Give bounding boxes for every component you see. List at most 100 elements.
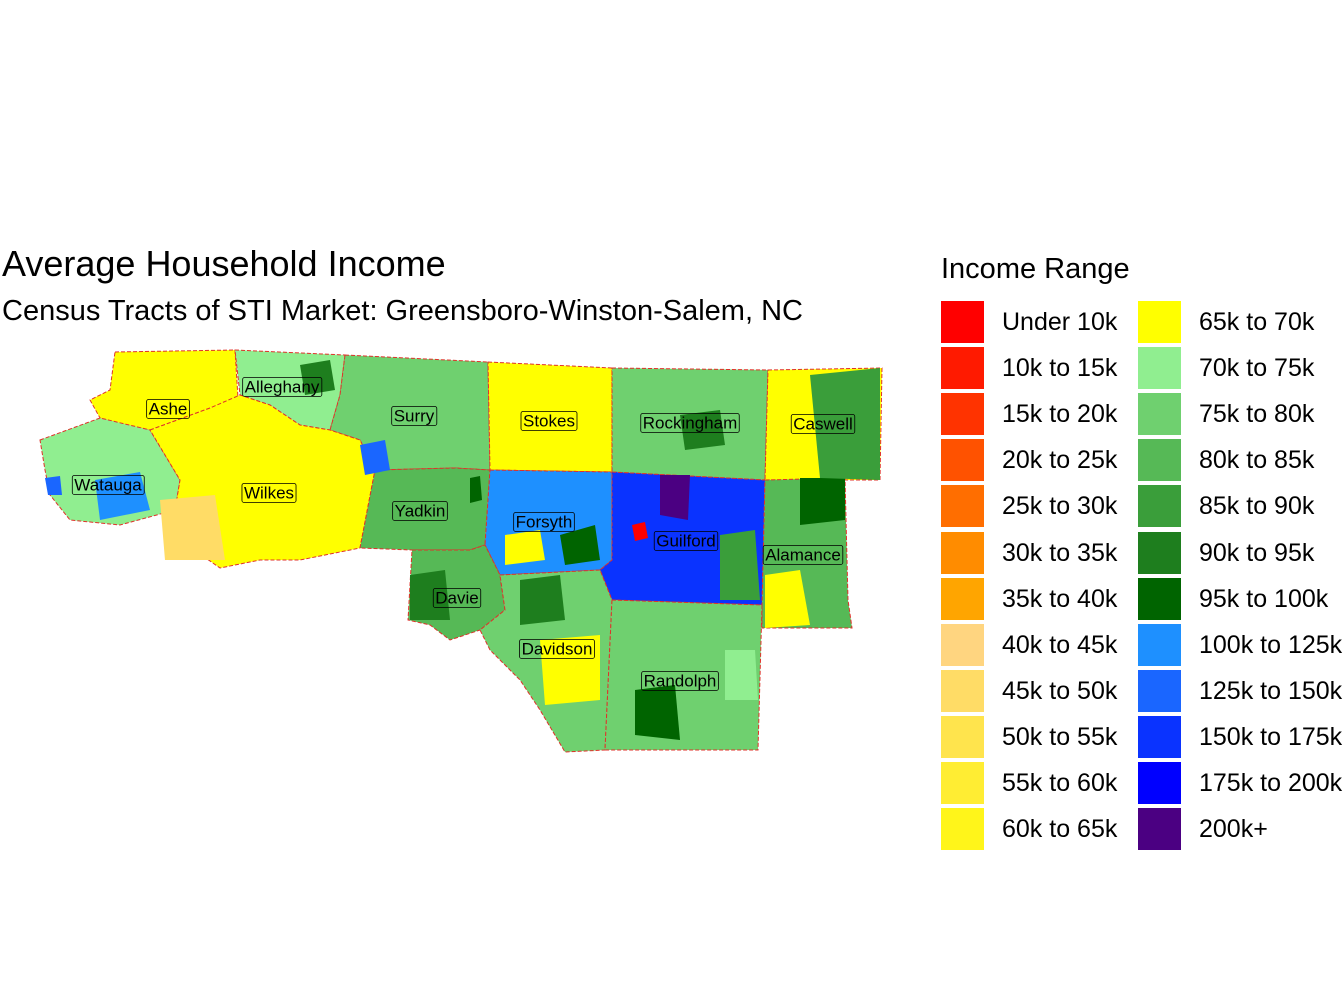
legend-label: Under 10k: [1002, 308, 1118, 336]
legend-swatch: [941, 531, 984, 574]
legend-swatch: [941, 347, 984, 390]
county-label-wilkes: Wilkes: [241, 483, 297, 503]
legend-swatch: [1138, 715, 1181, 758]
legend: Under 10k 10k to 15k 15k to 20k 20k to 25k 2…: [941, 301, 1344, 851]
legend-swatch: [941, 485, 984, 528]
county-label-box: [146, 399, 190, 419]
tract-patch: [765, 570, 810, 628]
county-label-box: [71, 475, 145, 495]
tract-patch: [660, 475, 690, 520]
county-label-text: Randolph: [644, 671, 717, 690]
legend-swatch: [941, 393, 984, 436]
county-label-forsyth: Forsyth: [513, 512, 575, 532]
legend-swatch: [941, 808, 984, 851]
county-label-box: [519, 639, 595, 659]
county-label-box: [640, 413, 740, 433]
map-title: Average Household Income: [2, 243, 446, 284]
county-label-watauga: Watauga: [71, 475, 145, 495]
legend-label: 20k to 25k: [1002, 446, 1118, 475]
legend-label: 35k to 40k: [1002, 584, 1118, 613]
legend-label: 150k to 175k: [1199, 722, 1343, 751]
legend-swatch: [1138, 485, 1181, 528]
county-label-caswell: Caswell: [790, 414, 856, 434]
county-label-text: Alamance: [765, 545, 841, 564]
legend-swatch: [1138, 439, 1181, 482]
county-label-box: [653, 531, 719, 551]
legend-label: 40k to 45k: [1002, 630, 1118, 659]
legend-label: 95k to 100k: [1199, 584, 1329, 613]
county-label-text: Guilford: [656, 531, 716, 550]
tract-patches: [45, 360, 880, 740]
legend-swatch: [1138, 347, 1181, 390]
county-label-yadkin: Yadkin: [392, 501, 448, 521]
county-label-box: [432, 588, 482, 608]
legend-swatch: [941, 762, 984, 804]
legend-label: 90k to 95k: [1199, 538, 1315, 567]
county-label-davidson: Davidson: [519, 639, 595, 659]
legend-label: 85k to 90k: [1199, 492, 1315, 521]
county-label-text: Rockingham: [643, 413, 738, 432]
county-label-box: [790, 414, 856, 434]
legend-swatch: [1138, 623, 1181, 666]
county-label-text: Davidson: [522, 639, 593, 658]
legend-label: 45k to 50k: [1002, 676, 1118, 705]
county-label-text: Surry: [394, 406, 435, 425]
legend-label: 70k to 75k: [1199, 354, 1315, 383]
legend-title: Income Range: [941, 253, 1130, 285]
county-label-surry: Surry: [391, 406, 438, 426]
tract-patch: [160, 495, 225, 560]
tract-patch: [810, 368, 880, 480]
county-label-text: Davie: [435, 588, 478, 607]
county-label-davie: Davie: [432, 588, 482, 608]
legend-swatch: [1138, 577, 1181, 620]
county-label-randolph: Randolph: [641, 671, 719, 691]
county-label-box: [513, 512, 575, 532]
county-label-ashe: Ashe: [146, 399, 190, 419]
legend-label: 25k to 30k: [1002, 492, 1118, 521]
tract-patch: [360, 440, 390, 475]
county-ashe: [89, 349, 239, 431]
county-label-text: Ashe: [149, 399, 188, 418]
tract-patch: [45, 476, 62, 495]
tract-patch: [720, 530, 760, 600]
legend-swatch: [1138, 762, 1181, 804]
county-label-text: Forsyth: [516, 512, 573, 531]
county-label-alleghany: Alleghany: [242, 377, 323, 397]
county-label-box: [520, 411, 578, 431]
tract-patch: [470, 476, 482, 503]
legend-label: 100k to 125k: [1199, 630, 1343, 659]
tract-patch: [800, 478, 845, 525]
legend-label: 55k to 60k: [1002, 769, 1118, 797]
legend-label: 75k to 80k: [1199, 400, 1315, 429]
legend-label: 80k to 85k: [1199, 446, 1315, 475]
county-label-box: [242, 377, 323, 397]
county-label-box: [391, 406, 438, 426]
county-label-box: [641, 671, 719, 691]
legend-swatch: [1138, 393, 1181, 436]
county-label-box: [762, 545, 844, 565]
county-label-text: Caswell: [793, 414, 853, 433]
legend-label: 30k to 35k: [1002, 538, 1118, 567]
county-label-text: Wilkes: [244, 483, 294, 502]
tract-patch: [632, 522, 648, 541]
county-label-box: [392, 501, 448, 521]
county-label-stokes: Stokes: [520, 411, 578, 431]
legend-swatch: [941, 715, 984, 758]
county-label-text: Watauga: [74, 475, 142, 494]
legend-swatch: [941, 301, 984, 343]
tract-patch: [540, 635, 600, 705]
tract-patch: [680, 410, 725, 450]
county-label-text: Stokes: [523, 411, 575, 430]
county-label-rockingham: Rockingham: [640, 413, 740, 433]
tract-patch: [520, 575, 565, 625]
legend-label: 175k to 200k: [1199, 769, 1343, 797]
county-labels: Ashe Alleghany Surry Stokes Rockingham Caswel…: [71, 377, 856, 691]
legend-label: 125k to 150k: [1199, 676, 1343, 705]
legend-swatch: [1138, 301, 1181, 343]
legend-swatch: [941, 439, 984, 482]
legend-swatch: [941, 669, 984, 712]
map-subtitle: Census Tracts of STI Market: Greensboro-…: [2, 295, 803, 327]
tract-patch: [725, 650, 758, 700]
legend-swatch: [1138, 669, 1181, 712]
